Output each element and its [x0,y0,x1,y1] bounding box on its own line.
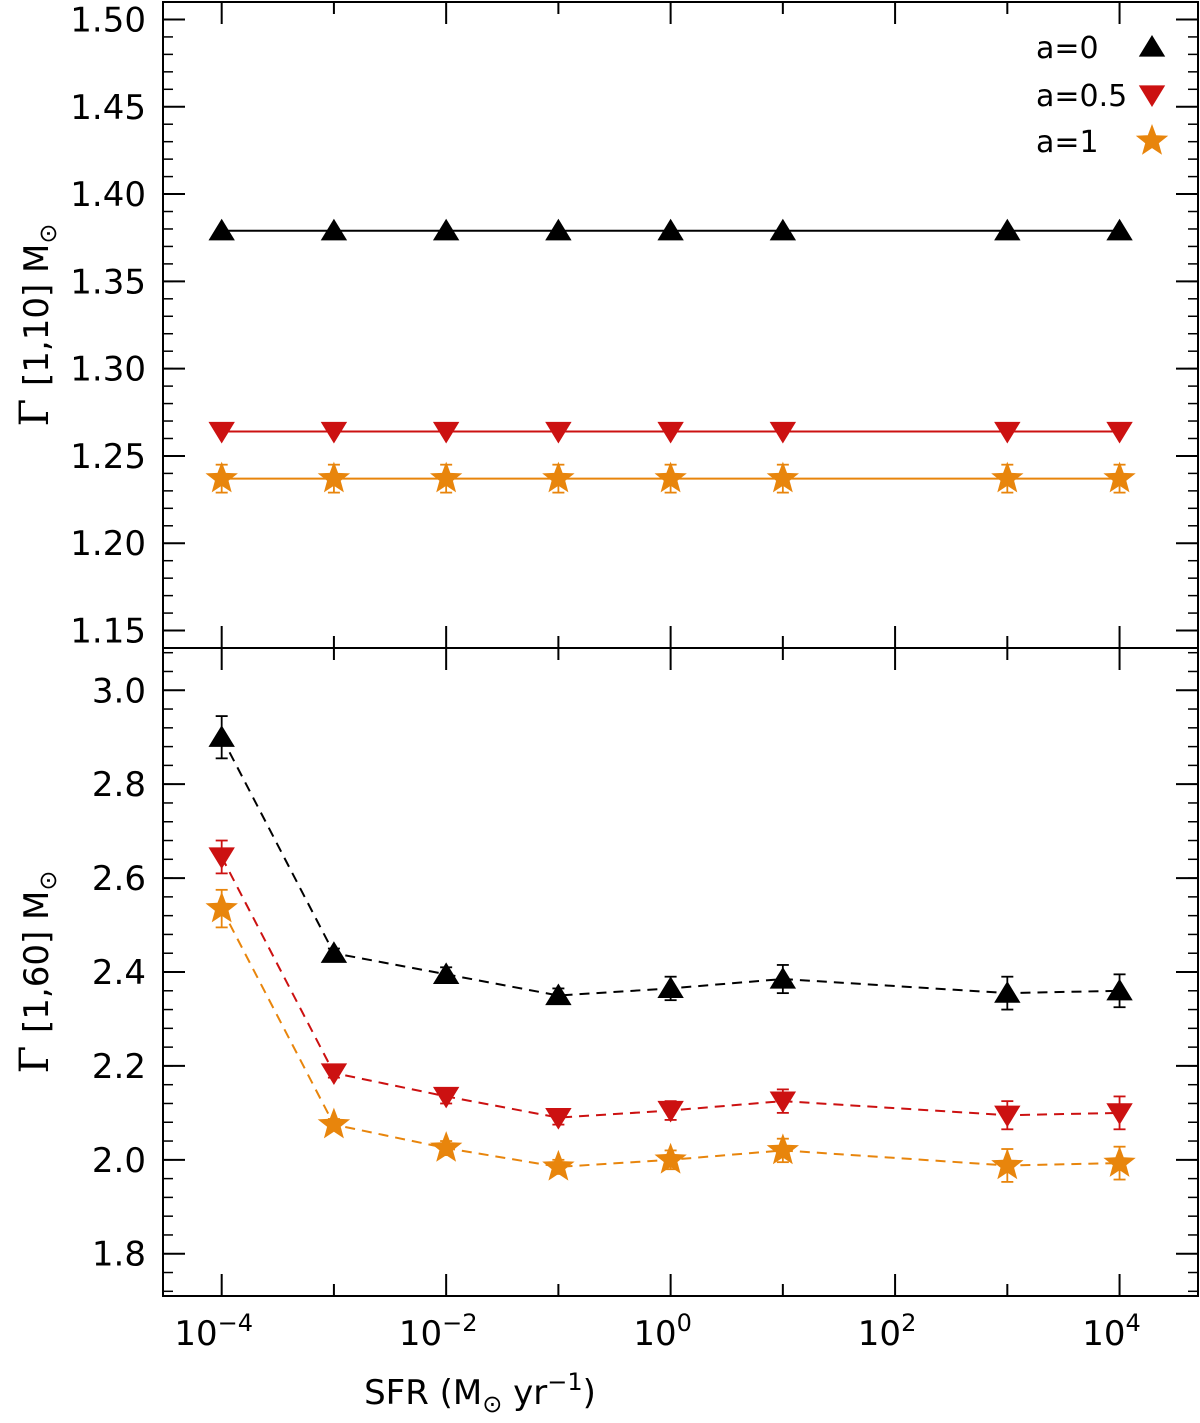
data-point [1106,978,1133,1001]
y-tick-label: 1.35 [70,262,146,302]
x-tick-label: 104 [1082,1309,1141,1354]
y-tick-label: 1.25 [70,437,146,477]
x-tick-label: 102 [858,1309,917,1354]
data-point [994,421,1021,444]
data-point [317,1107,351,1139]
plot-frame [162,647,1199,1297]
series-a=0 [208,218,1133,241]
data-point [1106,218,1133,241]
data-point [545,218,572,241]
legend-marker [1138,85,1166,107]
y-tick-label: 1.20 [70,524,146,564]
data-point [657,218,684,241]
series-line [220,736,1120,997]
data-point [432,962,460,984]
y-axis-label: Γ [1,60] M⊙ [12,871,62,1074]
data-point [991,1148,1024,1180]
y-tick-label: 1.15 [70,612,146,652]
legend-label: a=0.5 [1036,79,1127,114]
y-tick-label: 2.2 [92,1047,146,1087]
y-tick-label: 1.50 [70,0,146,40]
data-point [208,847,235,869]
data-point [994,981,1021,1003]
data-point [205,461,238,493]
x-tick-label: 10−4 [174,1309,253,1354]
series-a=1 [205,461,1136,494]
data-point [320,421,348,444]
data-point [430,461,463,493]
y-tick-label: 3.0 [92,671,146,711]
data-point [545,421,572,444]
legend-marker [1138,35,1166,57]
series-a=1 [205,888,1136,1183]
legend-label: a=1 [1036,125,1099,160]
data-point [545,983,572,1006]
series-a=0.5 [208,421,1133,444]
series-a=0 [208,715,1133,1011]
data-point [766,461,799,493]
data-point [657,976,684,999]
data-point [205,891,238,923]
y-tick-label: 2.0 [92,1141,146,1181]
data-point [1103,461,1136,493]
x-tick-label: 100 [633,1309,692,1354]
y-tick-label: 1.30 [70,350,146,390]
legend: a=0 a=0.5 a=1 [1036,31,1169,160]
data-point [994,218,1021,241]
data-point [320,941,348,963]
y-tick-label: 1.45 [70,88,146,128]
data-point [320,1063,348,1085]
data-point [317,461,351,493]
x-axis-label: SFR (M⊙ yr−1) [364,1368,596,1418]
data-point [432,218,460,241]
data-point [994,1105,1021,1128]
data-point [991,461,1024,493]
data-point [769,1091,797,1114]
data-point [432,421,460,444]
data-point [657,1100,684,1123]
data-point [320,218,348,241]
y-axis-label: Γ [1,10] M⊙ [12,224,62,427]
data-point [766,1133,799,1165]
x-tick-label: 10−2 [399,1309,478,1354]
data-point [208,421,235,444]
series-a=0.5 [208,839,1133,1131]
data-point [208,725,235,747]
data-point [542,1149,575,1181]
y-tick-label: 2.8 [92,765,146,805]
data-point [654,461,687,493]
legend-marker [1135,124,1169,155]
data-point [769,967,797,989]
bottom-panel: 1.8 2.0 2.2 2.4 2.6 2.8 3.0 Γ [1,60] M⊙ 10−4 10−2… [12,647,1199,1418]
data-point [545,1107,572,1130]
series-line [220,856,1120,1119]
legend-label: a=0 [1036,31,1099,66]
data-point [1106,1103,1133,1125]
y-tick-label: 2.4 [92,953,146,993]
y-tick-label: 1.8 [92,1235,146,1275]
y-tick-label: 2.6 [92,859,146,899]
data-point [542,461,575,493]
data-point [654,1142,687,1174]
data-point [657,421,684,444]
series-line [220,908,1120,1168]
data-point [1106,421,1133,444]
top-panel: 1.15 1.20 1.25 1.30 1.35 1.40 1.45 1.50 Γ [1,10]… [12,0,1199,652]
data-point [1103,1146,1136,1177]
data-point [769,421,797,444]
data-point [769,218,797,241]
data-point [208,218,235,241]
data-point [432,1086,460,1109]
y-tick-label: 1.40 [70,175,146,215]
data-point [430,1131,463,1162]
